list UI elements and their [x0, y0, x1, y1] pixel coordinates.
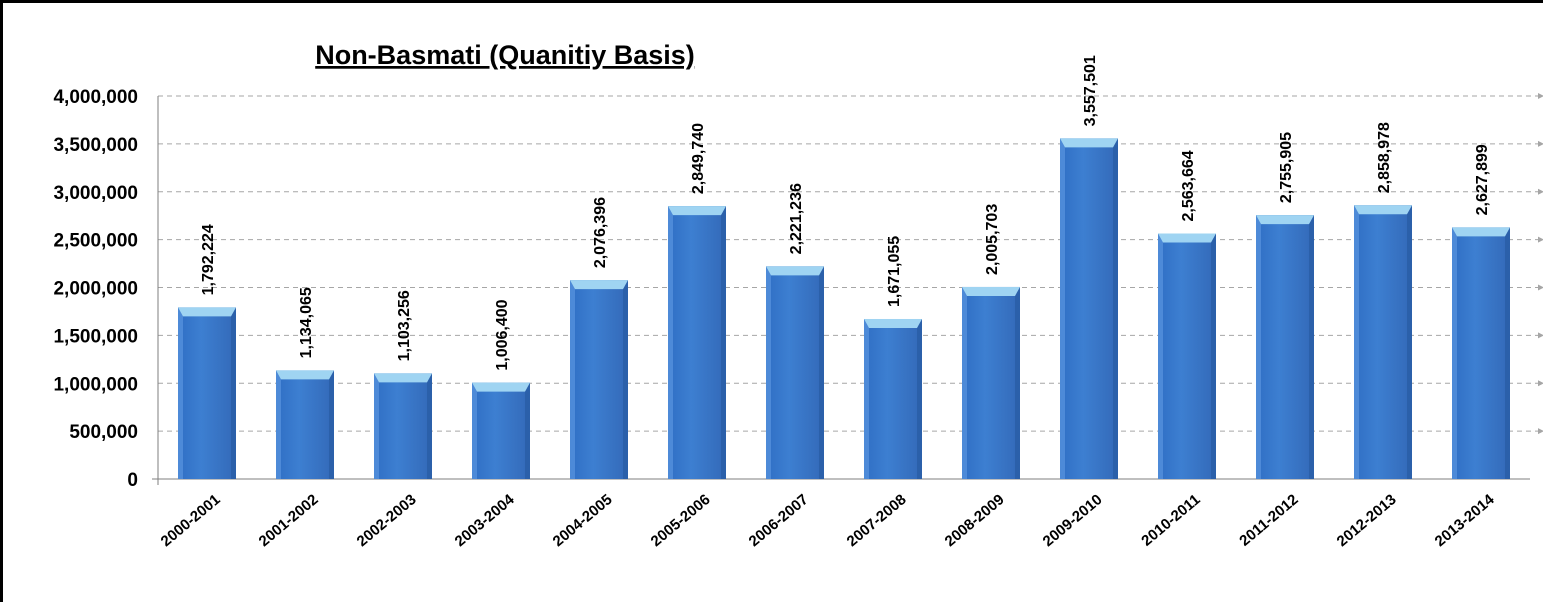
bar: [962, 286, 1020, 479]
bar-cap: [864, 318, 922, 328]
bar-cap: [668, 206, 726, 216]
data-label: 2,221,236: [788, 183, 805, 254]
y-tick-label: 3,000,000: [53, 183, 138, 204]
data-label: 1,006,400: [494, 299, 511, 370]
bar: [1452, 227, 1510, 479]
gridline-arrow: [1538, 140, 1543, 147]
bar: [1060, 138, 1118, 480]
data-label: 2,563,664: [1180, 150, 1197, 221]
bar-body: [668, 206, 726, 479]
bar: [570, 280, 628, 479]
bar-cap: [766, 266, 824, 276]
y-tick-label: 3,500,000: [53, 135, 138, 156]
x-tick-label: 2007-2008: [844, 491, 910, 550]
gridlines: [152, 93, 1543, 485]
x-tick-label: 2009-2010: [1040, 491, 1106, 550]
bar-body: [1158, 233, 1216, 479]
bars: [178, 138, 1510, 480]
bar: [472, 382, 530, 479]
gridline-arrow: [1538, 93, 1543, 99]
bar-body: [1452, 227, 1510, 479]
bar: [766, 266, 824, 479]
y-tick-label: 1,000,000: [53, 374, 138, 395]
y-axis-ticks: 0 500,000 1,000,000 1,500,000 2,000,000 2,500…: [53, 87, 138, 491]
bar: [1354, 205, 1412, 479]
bar-body: [570, 280, 628, 479]
bar-body: [864, 318, 922, 479]
x-tick-label: 2002-2003: [354, 491, 420, 550]
bar: [374, 373, 432, 479]
x-tick-label: 2008-2009: [942, 491, 1008, 550]
data-label: 2,005,703: [984, 204, 1001, 275]
chart-title: Non-Basmati (Quanitiy Basis): [315, 40, 695, 70]
gridline-arrow: [1538, 332, 1543, 339]
bar-cap: [178, 307, 236, 317]
x-tick-label: 2001-2002: [256, 491, 322, 550]
bar: [864, 318, 922, 479]
x-tick-label: 2003-2004: [452, 491, 518, 551]
bar-cap: [1256, 215, 1314, 225]
x-tick-label: 2010-2011: [1138, 491, 1203, 550]
y-tick-label: 2,500,000: [53, 231, 138, 252]
x-tick-label: 2013-2014: [1432, 491, 1498, 551]
bar: [276, 370, 334, 479]
x-tick-label: 2011-2012: [1236, 491, 1301, 550]
data-label: 3,557,501: [1082, 55, 1099, 126]
bar-cap: [1158, 233, 1216, 243]
x-tick-label: 2012-2013: [1334, 491, 1400, 550]
bar-cap: [374, 373, 432, 383]
x-axis-ticks: 2000-2001 2001-2002 2002-2003 2003-2004 2004…: [158, 491, 1498, 551]
bar-body: [374, 373, 432, 479]
bar-body: [1060, 138, 1118, 480]
data-label: 1,103,256: [396, 290, 413, 361]
x-tick-label: 2005-2006: [648, 491, 714, 550]
gridline-arrow: [1538, 236, 1543, 243]
bar: [668, 206, 726, 479]
x-tick-label: 2000-2001: [158, 491, 224, 550]
gridline-arrow: [1538, 428, 1543, 435]
data-label: 1,671,055: [886, 236, 903, 307]
data-label: 1,792,224: [200, 224, 217, 295]
bar-cap: [1060, 138, 1118, 148]
bar: [178, 307, 236, 479]
bar-cap: [1452, 227, 1510, 237]
bar-body: [766, 266, 824, 479]
bar: [1256, 215, 1314, 479]
data-labels: 1,792,224 1,134,065 1,103,256 1,006,400 2,07…: [200, 55, 1491, 371]
gridline-arrow: [1538, 380, 1543, 387]
gridline-arrow: [1538, 188, 1543, 195]
bar-body: [276, 370, 334, 479]
bar-body: [472, 382, 530, 479]
bar-cap: [1354, 205, 1412, 215]
x-tick-label: 2004-2005: [550, 491, 616, 550]
data-label: 2,755,905: [1278, 132, 1295, 203]
data-label: 2,858,978: [1376, 122, 1393, 193]
data-label: 2,076,396: [592, 197, 609, 268]
y-tick-label: 500,000: [69, 422, 138, 443]
bar-cap: [570, 280, 628, 290]
data-label: 2,849,740: [690, 123, 707, 194]
bar: [1158, 233, 1216, 479]
bar-body: [178, 307, 236, 479]
bar-body: [1354, 205, 1412, 479]
y-tick-label: 2,000,000: [53, 279, 138, 300]
data-label: 2,627,899: [1474, 144, 1491, 215]
bar-cap: [472, 382, 530, 392]
bar-body: [962, 286, 1020, 479]
bar-body: [1256, 215, 1314, 479]
bar-cap: [962, 286, 1020, 296]
y-tick-label: 4,000,000: [53, 87, 138, 108]
bar-cap: [276, 370, 334, 380]
x-tick-label: 2006-2007: [746, 491, 812, 550]
data-label: 1,134,065: [298, 287, 315, 358]
gridline-arrow: [1538, 284, 1543, 291]
y-tick-label: 0: [127, 470, 138, 491]
y-tick-label: 1,500,000: [53, 326, 138, 347]
